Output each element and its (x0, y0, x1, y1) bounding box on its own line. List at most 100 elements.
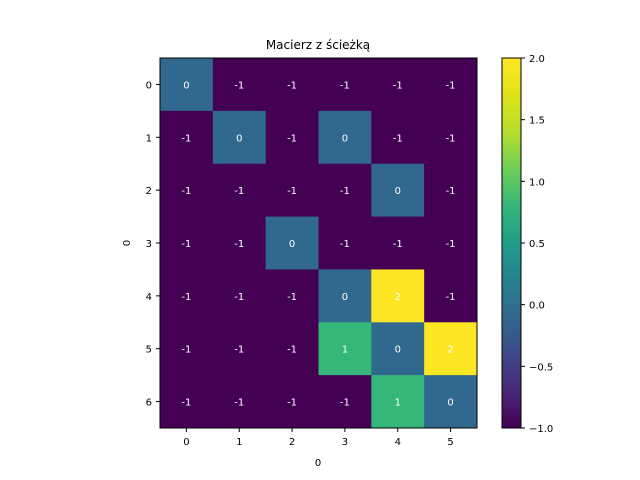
heatmap-cell-r3-c1 (212, 216, 267, 270)
colorbar-tick-label-5: 1.5 (529, 116, 545, 127)
y-tick-label-4: 4 (146, 292, 152, 303)
heatmap-cell-r3-c4 (371, 216, 425, 270)
colorbar-ticks: −1.0 −0.5 0.0 0.5 1.0 1.5 2.0 (521, 54, 553, 435)
cell-value-r2-c0: -1 (181, 186, 191, 197)
cell-value-r3-c2: 0 (289, 239, 295, 250)
x-tick-label-3: 3 (342, 437, 348, 448)
y-tick-label-1: 1 (146, 133, 152, 144)
cell-value-r3-c0: -1 (181, 239, 191, 250)
cell-value-r0-c5: -1 (446, 80, 456, 91)
heatmap-cell-r3-c0 (160, 216, 214, 270)
heatmap-cell-r0-c4 (371, 58, 425, 112)
cell-value-r5-c5: 2 (447, 345, 453, 356)
colorbar-tick-label-3: 0.5 (529, 239, 545, 250)
heatmap-cell-r4-c2 (265, 269, 319, 323)
heatmap-cell-r5-c4 (371, 322, 425, 376)
cell-value-r6-c3: -1 (340, 398, 350, 409)
x-tick-label-2: 2 (289, 437, 295, 448)
heatmap-cell-r2-c5 (424, 163, 478, 218)
heatmap-cell-r6-c4 (371, 375, 425, 429)
cell-value-r1-c3: 0 (342, 133, 348, 144)
cell-value-r2-c3: -1 (340, 186, 350, 197)
heatmap-cell-r0-c2 (265, 58, 319, 112)
cell-value-r1-c5: -1 (446, 133, 456, 144)
x-axis-ticks: 0 1 2 3 4 5 (183, 428, 454, 448)
heatmap-cell-r6-c0 (160, 375, 214, 429)
heatmap-cells (160, 58, 478, 429)
colorbar-tick-label-0: −1.0 (529, 424, 553, 435)
colorbar (501, 57, 522, 429)
cell-value-r6-c4: 1 (395, 398, 401, 409)
heatmap-cell-r5-c2 (265, 322, 319, 376)
colorbar-tick-label-2: 0.0 (529, 301, 545, 312)
x-axis-label: 0 (315, 458, 321, 469)
heatmap-cell-r4-c0 (160, 269, 214, 323)
heatmap-cell-r5-c1 (212, 322, 267, 376)
cell-value-r5-c2: -1 (287, 345, 297, 356)
y-tick-label-2: 2 (146, 186, 152, 197)
heatmap-cell-r5-c3 (318, 322, 372, 376)
cell-value-r1-c2: -1 (287, 133, 297, 144)
cell-value-r1-c0: -1 (181, 133, 191, 144)
cell-value-r1-c1: 0 (236, 133, 242, 144)
heatmap-cell-r1-c2 (265, 110, 319, 165)
heatmap-cell-r2-c1 (212, 163, 267, 218)
x-tick-label-4: 4 (395, 437, 401, 448)
colorbar-tick-label-6: 2.0 (529, 54, 545, 65)
cell-value-r3-c5: -1 (446, 239, 456, 250)
cell-value-r5-c4: 0 (395, 345, 401, 356)
cell-value-r3-c1: -1 (234, 239, 244, 250)
cell-value-r2-c5: -1 (446, 186, 456, 197)
heatmap-cell-r0-c5 (424, 58, 478, 112)
heatmap-cell-r6-c3 (318, 375, 372, 429)
heatmap-cell-r4-c3 (318, 269, 372, 323)
x-tick-label-5: 5 (447, 437, 453, 448)
x-tick-label-1: 1 (236, 437, 242, 448)
cell-value-r6-c1: -1 (234, 398, 244, 409)
heatmap-cell-r3-c3 (318, 216, 372, 270)
heatmap-cell-r1-c3 (318, 110, 372, 165)
y-tick-label-5: 5 (146, 345, 152, 356)
cell-value-r3-c4: -1 (393, 239, 403, 250)
y-axis-ticks: 0 1 2 3 4 5 6 (146, 80, 160, 409)
y-tick-label-6: 6 (146, 398, 152, 409)
heatmap-cell-r6-c5 (424, 375, 478, 429)
cell-value-r0-c2: -1 (287, 80, 297, 91)
heatmap-cell-r1-c4 (371, 110, 425, 165)
cell-value-r1-c4: -1 (393, 133, 403, 144)
y-axis-label: 0 (122, 240, 133, 246)
cell-value-r2-c1: -1 (234, 186, 244, 197)
cell-value-r3-c3: -1 (340, 239, 350, 250)
heatmap-cell-r6-c2 (265, 375, 319, 429)
cell-value-r4-c0: -1 (181, 292, 191, 303)
cell-value-r4-c4: 2 (395, 292, 401, 303)
heatmap-cell-r0-c0 (160, 58, 214, 112)
heatmap-cell-r5-c5 (424, 322, 478, 376)
y-tick-label-3: 3 (146, 239, 152, 250)
colorbar-tick-label-4: 1.0 (529, 177, 545, 188)
colorbar-tick-label-1: −0.5 (529, 362, 553, 373)
heatmap-cell-r2-c2 (265, 163, 319, 218)
heatmap-cell-r5-c0 (160, 322, 214, 376)
cell-value-r6-c0: -1 (181, 398, 191, 409)
heatmap-cell-r1-c0 (160, 110, 214, 165)
cell-value-r4-c2: -1 (287, 292, 297, 303)
cell-value-r0-c1: -1 (234, 80, 244, 91)
cell-value-r2-c4: 0 (395, 186, 401, 197)
cell-value-r4-c5: -1 (446, 292, 456, 303)
cell-value-r6-c5: 0 (447, 398, 453, 409)
heatmap-cell-r0-c3 (318, 58, 372, 112)
cell-value-r2-c2: -1 (287, 186, 297, 197)
heatmap-cell-r3-c2 (265, 216, 319, 270)
cell-value-r5-c3: 1 (342, 345, 348, 356)
heatmap-cell-r4-c5 (424, 269, 478, 323)
heatmap-cell-r1-c1 (212, 110, 267, 165)
cell-value-r4-c1: -1 (234, 292, 244, 303)
x-tick-label-0: 0 (183, 437, 189, 448)
heatmap-cell-r1-c5 (424, 110, 478, 165)
heatmap-cell-r2-c3 (318, 163, 372, 218)
heatmap-cell-r4-c1 (212, 269, 267, 323)
heatmap-cell-r6-c1 (212, 375, 267, 429)
heatmap-cell-r0-c1 (212, 58, 267, 112)
cell-labels: 0 -1 -1 -1 -1 -1 -1 0 -1 0 -1 -1 -1 -1 -1 -1 0 -1 -1 -1 0 -1 -… (181, 80, 455, 408)
